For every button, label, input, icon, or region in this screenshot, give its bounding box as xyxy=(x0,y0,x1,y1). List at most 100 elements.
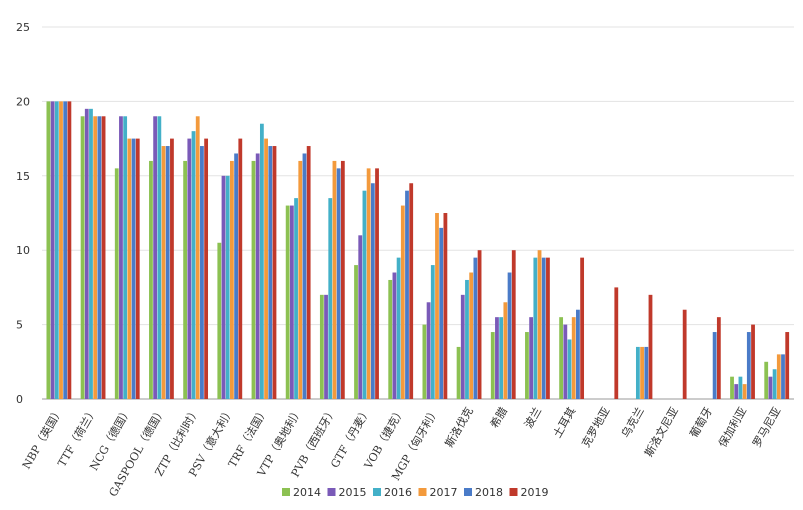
bar-2018 xyxy=(473,257,478,399)
x-tick-label: 保加利亚 xyxy=(715,405,749,450)
bar-2018 xyxy=(405,190,409,399)
bar-2017 xyxy=(93,116,98,399)
bar-2018 xyxy=(165,146,170,399)
bar-2015 xyxy=(358,235,363,399)
bar-2019 xyxy=(306,146,311,399)
bar-2014 xyxy=(490,332,495,399)
x-tick-label: 乌克兰 xyxy=(618,405,647,441)
bar-2016 xyxy=(738,376,743,399)
bar-2016 xyxy=(533,257,538,399)
x-tick-label: 斯洛文尼亚 xyxy=(641,405,681,460)
bar-2017 xyxy=(332,160,337,399)
bar-2016 xyxy=(54,101,59,400)
bar-2014 xyxy=(80,116,85,399)
bar-2017 xyxy=(400,205,405,399)
bar-2014 xyxy=(251,160,256,399)
bar-2019 xyxy=(682,309,687,399)
bar-2015 xyxy=(255,153,260,399)
bar-2019 xyxy=(614,287,619,399)
bar-2019 xyxy=(67,101,72,400)
bar-2014 xyxy=(319,294,324,399)
bar-2014 xyxy=(46,101,51,400)
legend-label: 2018 xyxy=(475,486,503,499)
bar-2018 xyxy=(97,116,102,399)
bar-2014 xyxy=(149,160,153,399)
bar-2018 xyxy=(302,153,307,399)
x-tick-label: 土耳其 xyxy=(551,405,579,440)
bar-2014 xyxy=(764,361,769,399)
bar-2016 xyxy=(157,116,162,399)
y-tick-label: 0 xyxy=(16,393,23,406)
bar-2015 xyxy=(84,108,89,399)
bar-2015 xyxy=(289,205,294,399)
legend-swatch-2015 xyxy=(327,488,336,496)
bar-2015 xyxy=(50,101,55,400)
bar-2017 xyxy=(230,160,234,399)
bar-2014 xyxy=(285,205,290,399)
y-axis: 0 5 10 15 20 25 xyxy=(16,21,30,406)
bar-2016 xyxy=(294,198,298,399)
bar-2019 xyxy=(716,317,721,399)
bar-2014 xyxy=(354,265,358,399)
bar-2015 xyxy=(119,116,123,399)
bar-2019 xyxy=(375,168,379,399)
y-tick-label: 10 xyxy=(16,244,30,257)
bar-2016 xyxy=(772,369,777,399)
y-tick-label: 20 xyxy=(16,95,30,108)
bar-2017 xyxy=(571,317,576,399)
x-axis: NBP（英国）TTF（荷兰）NCG（德国）GASPOOL（德国）ZTP（比利时）… xyxy=(19,404,784,498)
legend-swatch-2018 xyxy=(464,488,472,496)
bar-2018 xyxy=(576,309,580,399)
bar-2018 xyxy=(507,272,512,399)
bar-2019 xyxy=(443,213,448,399)
bar-2017 xyxy=(469,272,474,399)
bar-2015 xyxy=(187,138,192,399)
bar-2019 xyxy=(135,138,140,399)
bar-2016 xyxy=(499,317,504,399)
bar-2018 xyxy=(370,183,375,399)
bar-2016 xyxy=(123,116,128,399)
bar-2017 xyxy=(503,302,508,399)
bar-2019 xyxy=(785,332,790,399)
legend-label: 2014 xyxy=(293,486,321,499)
bar-2014 xyxy=(525,332,529,399)
bar-2018 xyxy=(712,332,717,399)
x-tick-label: 波兰 xyxy=(522,405,544,431)
bar-2017 xyxy=(59,101,63,400)
bar-2018 xyxy=(63,101,68,400)
bar-2014 xyxy=(456,346,461,399)
bar-2014 xyxy=(114,168,119,399)
bar-2016 xyxy=(328,198,333,399)
bar-2019 xyxy=(272,146,277,399)
y-tick-label: 15 xyxy=(16,170,30,183)
bar-2019 xyxy=(751,324,755,399)
bar-2019 xyxy=(238,138,243,399)
bar-2014 xyxy=(217,242,222,399)
bar-2017 xyxy=(640,346,644,399)
bar-2017 xyxy=(264,138,268,399)
bar-2015 xyxy=(768,376,773,399)
legend-swatch-2016 xyxy=(373,488,381,496)
legend: 2014 2015 2016 2017 2018 2019 xyxy=(282,486,549,499)
bar-2018 xyxy=(439,227,444,399)
bar-2015 xyxy=(734,384,739,399)
bar-2016 xyxy=(225,175,230,399)
bar-2015 xyxy=(495,317,499,399)
bar-2019 xyxy=(340,160,345,399)
legend-swatch-2019 xyxy=(509,488,518,496)
bar-2016 xyxy=(635,346,640,399)
bar-2019 xyxy=(204,138,209,399)
bar-2017 xyxy=(366,168,371,399)
bar-2018 xyxy=(781,354,785,399)
bar-2017 xyxy=(537,250,542,399)
bar-2019 xyxy=(409,183,414,399)
bar-2019 xyxy=(170,138,174,399)
bar-2018 xyxy=(541,257,546,399)
x-tick-label: 希腊 xyxy=(487,405,510,431)
bar-2018 xyxy=(268,146,273,399)
legend-swatch-2014 xyxy=(282,488,290,496)
bar-2017 xyxy=(742,384,747,399)
bar-2019 xyxy=(648,294,653,399)
bar-2016 xyxy=(465,279,469,399)
bar-2015 xyxy=(460,294,465,399)
